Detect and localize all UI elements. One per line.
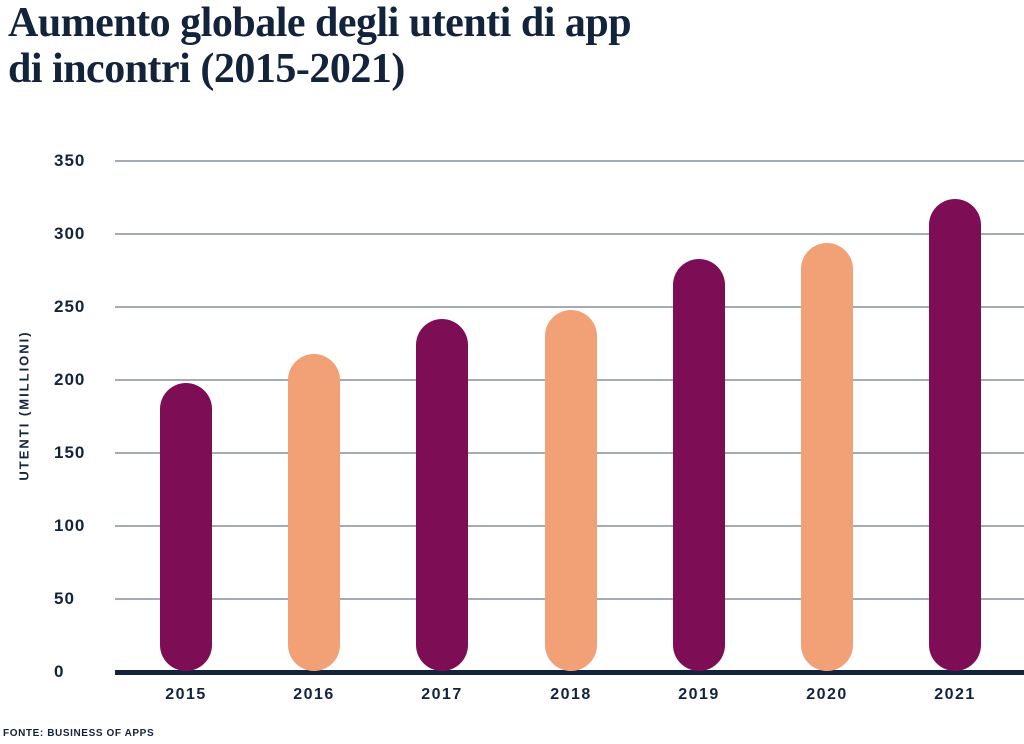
bar-2017 bbox=[416, 319, 468, 671]
chart-title-line-1: Aumento globale degli utenti di app bbox=[8, 0, 632, 46]
y-tick-label-350: 350 bbox=[54, 151, 86, 170]
y-tick-label-300: 300 bbox=[54, 224, 86, 243]
y-tick-label-50: 50 bbox=[54, 589, 75, 608]
chart-title: Aumento globale degli utenti di app di i… bbox=[8, 0, 908, 92]
chart-title-line-2: di incontri (2015-2021) bbox=[8, 46, 405, 93]
gridline-350 bbox=[115, 160, 1024, 162]
bar-2018 bbox=[545, 310, 597, 671]
y-tick-label-0: 0 bbox=[54, 662, 65, 681]
bar-2020 bbox=[801, 243, 853, 671]
gridline-250 bbox=[115, 306, 1024, 308]
x-tick-label-2017: 2017 bbox=[421, 686, 463, 703]
bar-2021 bbox=[929, 199, 981, 671]
bar-2019 bbox=[673, 259, 725, 671]
bar-2015 bbox=[160, 383, 212, 671]
x-tick-label-2019: 2019 bbox=[678, 686, 720, 703]
source-note: FONTE: BUSINESS OF APPS bbox=[3, 728, 155, 739]
y-tick-label-200: 200 bbox=[54, 370, 86, 389]
bar-2016 bbox=[288, 354, 340, 671]
x-tick-label-2018: 2018 bbox=[550, 686, 592, 703]
x-tick-label-2021: 2021 bbox=[934, 686, 976, 703]
gridline-300 bbox=[115, 233, 1024, 235]
y-tick-label-100: 100 bbox=[54, 516, 86, 535]
x-tick-label-2020: 2020 bbox=[806, 686, 848, 703]
y-tick-label-250: 250 bbox=[54, 297, 86, 316]
x-tick-label-2016: 2016 bbox=[293, 686, 335, 703]
x-axis-line bbox=[115, 670, 1024, 675]
x-tick-label-2015: 2015 bbox=[165, 686, 207, 703]
y-tick-label-150: 150 bbox=[54, 443, 86, 462]
